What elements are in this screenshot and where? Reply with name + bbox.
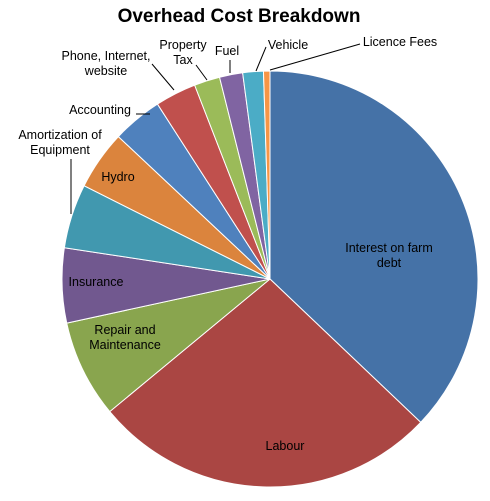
leader-lines <box>70 43 361 214</box>
slice-labour <box>109 278 422 488</box>
slice-label-licence-fees: Licence Fees <box>363 35 437 49</box>
leader-line-property-tax <box>195 64 208 81</box>
slice-label-hydro: Hydro <box>101 170 134 184</box>
leader-line-phone-internet-website <box>151 63 175 91</box>
slice-label-accounting: Accounting <box>69 103 131 117</box>
leader-line-licence-fees <box>269 43 361 71</box>
slice-label-phone-internet-website: Phone, Internet, website <box>62 49 151 78</box>
slice-label-vehicle: Vehicle <box>268 38 308 52</box>
chart-title: Overhead Cost Breakdown <box>118 6 361 27</box>
slice-interest-on-farm-debt <box>269 70 479 424</box>
slice-label-amortization-of-equipment: Amortization of Equipment <box>18 128 102 157</box>
slice-licence-fees <box>262 70 271 280</box>
slice-label-labour: Labour <box>266 439 305 453</box>
slice-label-interest-on-farm-debt: Interest on farm debt <box>345 241 433 270</box>
slice-label-repair-and-maintenance: Repair and Maintenance <box>89 323 161 352</box>
slice-label-insurance: Insurance <box>69 275 124 289</box>
slice-label-property-tax: Property Tax <box>159 38 207 67</box>
leader-line-vehicle <box>255 46 267 72</box>
slice-label-fuel: Fuel <box>215 44 239 58</box>
pie-slices <box>61 70 479 488</box>
slice-labels: Interest on farm debt Labour Repair and Main… <box>18 35 437 453</box>
